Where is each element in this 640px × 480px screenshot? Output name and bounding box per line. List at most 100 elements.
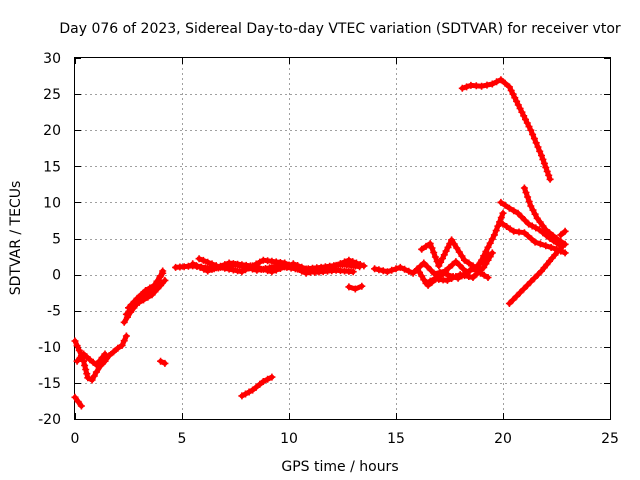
data-point xyxy=(516,105,524,112)
data-point xyxy=(440,251,448,259)
data-point xyxy=(73,342,81,350)
data-point xyxy=(195,255,203,263)
data-point xyxy=(153,277,161,285)
data-point xyxy=(521,216,529,224)
data-point xyxy=(459,265,467,273)
data-point xyxy=(469,265,477,273)
data-point xyxy=(497,198,505,206)
data-point xyxy=(531,210,539,218)
data-point xyxy=(510,207,518,215)
data-point xyxy=(542,163,550,171)
data-point xyxy=(306,267,314,275)
data-point xyxy=(443,276,451,284)
data-point xyxy=(461,256,468,264)
data-point xyxy=(536,240,544,248)
data-point xyxy=(458,252,466,260)
data-point xyxy=(272,266,280,274)
y-tick-label: -15 xyxy=(38,376,61,392)
data-point xyxy=(482,260,490,268)
data-point xyxy=(157,357,165,365)
data-point xyxy=(516,289,524,297)
data-point xyxy=(200,265,208,273)
data-point xyxy=(539,155,547,163)
x-tick-label: 10 xyxy=(280,431,298,447)
data-point xyxy=(199,256,207,264)
data-point xyxy=(542,242,550,250)
data-point xyxy=(392,265,400,273)
x-tick-label: 25 xyxy=(601,431,619,447)
data-point xyxy=(396,263,404,271)
y-axis-label: SDTVAR / TECUs xyxy=(8,181,24,296)
data-point xyxy=(463,83,471,91)
data-point xyxy=(110,348,117,356)
data-point xyxy=(546,175,554,183)
data-point xyxy=(345,283,353,291)
series-mid-dip xyxy=(345,282,366,293)
data-point xyxy=(264,375,272,383)
data-point xyxy=(529,206,537,214)
data-point xyxy=(518,108,526,116)
data-point xyxy=(351,285,359,293)
data-point xyxy=(527,278,535,286)
data-point xyxy=(204,267,212,275)
data-point xyxy=(77,402,85,410)
y-tick-label: 30 xyxy=(43,51,61,67)
data-point xyxy=(473,270,481,278)
x-axis-label: GPS time / hours xyxy=(281,459,398,475)
data-point xyxy=(225,265,233,273)
data-point xyxy=(533,214,541,222)
data-point xyxy=(84,374,92,382)
data-point xyxy=(530,135,538,143)
data-point xyxy=(520,112,528,120)
data-point xyxy=(281,263,289,271)
series-isolated-low xyxy=(157,357,169,367)
data-point xyxy=(418,272,426,280)
data-point xyxy=(144,293,152,301)
data-point xyxy=(88,376,96,384)
data-point xyxy=(506,225,514,233)
data-point xyxy=(356,261,364,268)
series-rise-c xyxy=(125,269,167,312)
data-point xyxy=(452,273,460,280)
series-day-band-c xyxy=(189,259,357,276)
data-point xyxy=(341,258,349,266)
data-point xyxy=(92,361,100,369)
data-point xyxy=(75,346,83,354)
data-point xyxy=(192,262,200,270)
data-point xyxy=(336,260,344,268)
data-point xyxy=(480,252,488,260)
data-point xyxy=(499,220,507,228)
data-point xyxy=(536,147,544,155)
data-point xyxy=(142,287,150,294)
data-point xyxy=(525,198,533,205)
data-point xyxy=(522,115,529,123)
series-peak-12 xyxy=(520,184,569,248)
y-tick-label: -20 xyxy=(38,412,61,428)
data-point xyxy=(92,368,100,376)
data-point xyxy=(478,82,486,90)
series-trail xyxy=(506,243,566,306)
plot-frame xyxy=(74,57,611,420)
data-point xyxy=(534,271,542,279)
series-start-cluster-b xyxy=(73,350,109,369)
x-axis: 0 5 10 15 20 25 xyxy=(71,58,619,447)
data-point xyxy=(448,275,456,282)
data-point xyxy=(465,273,473,280)
data-point xyxy=(388,266,396,274)
data-point xyxy=(83,370,91,378)
x-tick-label: 0 xyxy=(71,431,80,447)
data-point xyxy=(212,264,220,272)
data-point xyxy=(501,79,509,87)
data-point xyxy=(298,263,306,271)
data-point xyxy=(513,292,521,300)
data-point xyxy=(249,386,257,394)
series-evening-d xyxy=(413,249,496,287)
data-point xyxy=(430,249,438,256)
data-point xyxy=(352,259,360,267)
data-point xyxy=(428,244,436,252)
data-point xyxy=(445,264,453,272)
data-point xyxy=(114,344,122,352)
data-points xyxy=(71,76,569,410)
data-point xyxy=(480,271,488,279)
data-point xyxy=(486,239,494,247)
